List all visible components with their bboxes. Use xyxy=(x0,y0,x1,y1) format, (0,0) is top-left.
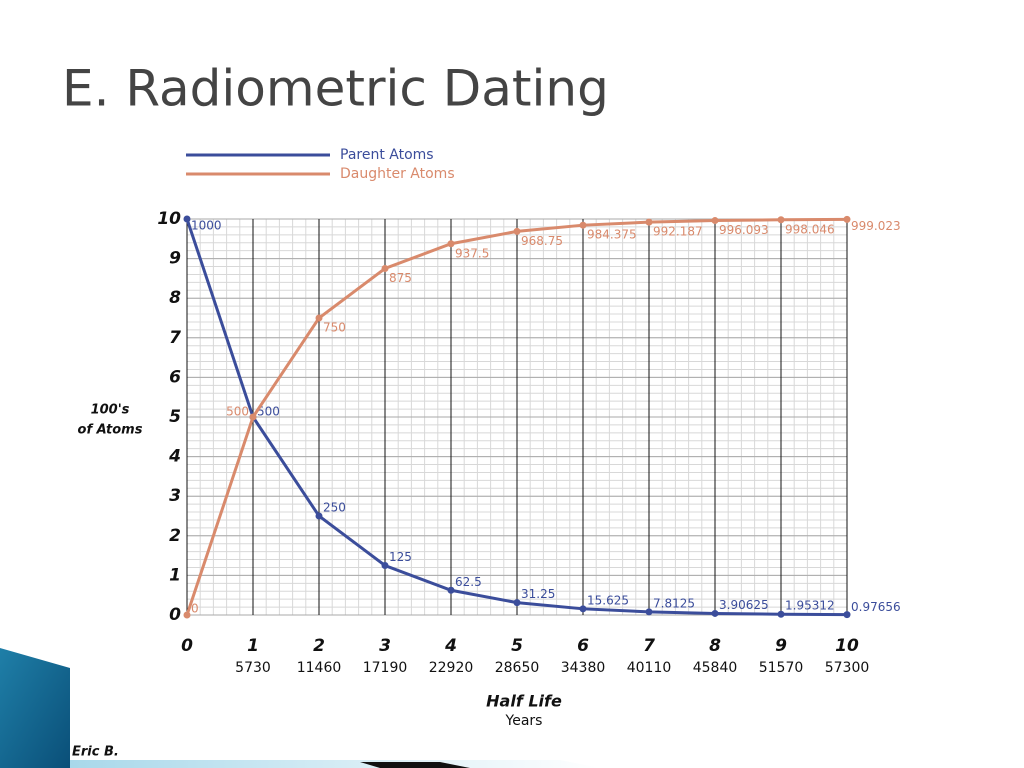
year-tick-label: 34380 xyxy=(561,660,606,676)
data-point xyxy=(777,216,785,224)
x-axis-label: Half Life xyxy=(486,692,562,711)
data-label: 968.75 xyxy=(521,234,563,248)
y-tick-label: 6 xyxy=(169,367,181,387)
data-point xyxy=(315,314,323,322)
year-tick-label: 11460 xyxy=(297,660,342,676)
x-tick-label: 6 xyxy=(577,636,589,656)
x-tick-label: 8 xyxy=(709,636,721,656)
data-point xyxy=(645,218,653,226)
data-point xyxy=(843,215,851,223)
x-axis-sublabel: Years xyxy=(505,713,543,729)
data-label: 500 xyxy=(257,405,280,419)
data-point xyxy=(447,240,455,248)
legend-label: Parent Atoms xyxy=(340,147,434,163)
y-tick-label: 4 xyxy=(168,447,181,467)
data-point xyxy=(579,221,587,229)
data-label: 750 xyxy=(323,321,346,335)
data-point xyxy=(447,586,455,594)
data-label: 7.8125 xyxy=(653,596,695,610)
data-point xyxy=(579,605,587,613)
year-tick-label: 17190 xyxy=(363,660,408,676)
data-label: 998.046 xyxy=(785,222,835,236)
author: Eric B. xyxy=(72,745,119,760)
data-label: 0 xyxy=(191,602,199,616)
data-label: 500 xyxy=(226,405,249,419)
y-tick-label: 1 xyxy=(169,565,181,585)
bottom-bar xyxy=(70,760,600,768)
slide-title: E. Radiometric Dating xyxy=(62,60,609,118)
corner-decoration xyxy=(0,648,70,768)
data-label: 31.25 xyxy=(521,587,555,601)
x-tick-label: 0 xyxy=(181,636,193,656)
data-point xyxy=(711,609,719,617)
x-tick-label: 10 xyxy=(835,636,859,656)
data-label: 984.375 xyxy=(587,228,637,242)
data-point xyxy=(645,608,653,616)
data-point xyxy=(315,512,323,520)
x-tick-label: 1 xyxy=(247,636,259,656)
data-label: 937.5 xyxy=(455,246,489,260)
y-tick-label: 5 xyxy=(169,407,181,427)
data-label: 62.5 xyxy=(455,575,482,589)
data-label: 125 xyxy=(389,550,412,564)
bottom-accent xyxy=(360,762,470,768)
data-label: 999.023 xyxy=(851,219,901,233)
data-label: 0.97656 xyxy=(851,600,901,614)
data-point xyxy=(777,610,785,618)
legend-label: Daughter Atoms xyxy=(340,166,455,182)
x-tick-label: 7 xyxy=(643,636,655,656)
year-tick-label: 22920 xyxy=(429,660,474,676)
data-label: 1000 xyxy=(191,219,222,233)
y-tick-label: 10 xyxy=(157,209,181,229)
x-tick-label: 2 xyxy=(313,636,325,656)
data-label: 875 xyxy=(389,271,412,285)
year-tick-label: 51570 xyxy=(759,660,804,676)
chart: 0 1 2 3 4 5 6 7 8 9 10 0 1 2 3 4 5 6 7 8 9 10 5730 11460 17190 22… xyxy=(72,147,901,760)
y-axis-label: 100's xyxy=(91,403,130,418)
year-tick-label: 57300 xyxy=(825,660,870,676)
year-tick-label: 40110 xyxy=(627,660,672,676)
y-tick-label: 7 xyxy=(169,328,181,348)
y-tick-label: 9 xyxy=(169,249,181,269)
x-tick-label: 9 xyxy=(775,636,787,656)
x-tick-label: 5 xyxy=(511,636,523,656)
data-point xyxy=(843,611,851,619)
year-tick-label: 45840 xyxy=(693,660,738,676)
y-tick-label: 0 xyxy=(169,605,181,625)
x-tick-label: 4 xyxy=(444,636,457,656)
y-tick-label: 8 xyxy=(169,288,181,308)
year-tick-label: 5730 xyxy=(235,660,271,676)
data-label: 1.95312 xyxy=(785,599,835,613)
year-tick-label: 28650 xyxy=(495,660,540,676)
data-point xyxy=(183,215,191,223)
data-label: 996.093 xyxy=(719,223,769,237)
data-label: 992.187 xyxy=(653,225,703,239)
data-point xyxy=(513,227,521,235)
data-label: 15.625 xyxy=(587,593,629,607)
x-tick-label: 3 xyxy=(379,636,391,656)
data-point xyxy=(183,611,191,619)
y-axis-label: of Atoms xyxy=(78,423,143,438)
data-point xyxy=(381,562,389,569)
data-point xyxy=(249,413,257,421)
data-point xyxy=(711,217,719,225)
data-label: 3.90625 xyxy=(719,598,769,612)
data-label: 250 xyxy=(323,501,346,515)
y-tick-label: 3 xyxy=(169,486,181,506)
data-point xyxy=(381,265,389,272)
y-tick-label: 2 xyxy=(169,526,181,546)
data-point xyxy=(513,599,521,607)
